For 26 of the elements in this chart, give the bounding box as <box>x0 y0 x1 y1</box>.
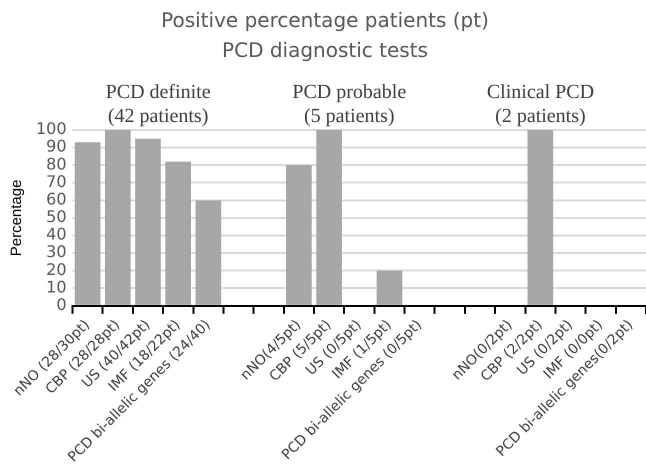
text: Clinical PCD (2 patients) <box>486 81 594 127</box>
bar <box>196 200 222 305</box>
chart-title: Positive percentage patients (pt) <box>161 8 489 32</box>
y-tick-label: 30 <box>46 242 67 262</box>
y-tick-label: 60 <box>46 189 67 208</box>
bar <box>165 162 192 305</box>
bar <box>135 138 161 305</box>
y-tick-label: 50 <box>46 207 67 226</box>
bar <box>316 130 342 305</box>
y-tick-label: 40 <box>46 224 67 244</box>
y-tick-label: 20 <box>46 260 67 279</box>
bar <box>104 130 131 305</box>
bar <box>74 142 100 305</box>
y-tick-label: 90 <box>46 136 67 156</box>
y-tick-label: 100 <box>36 119 67 138</box>
text: PCD definite (42 patients) <box>106 81 211 127</box>
chart-subtitle: PCD diagnostic tests <box>222 38 428 62</box>
bar <box>376 270 402 305</box>
y-tick-label: 0 <box>56 294 67 314</box>
bar <box>528 130 554 305</box>
y-tick-label: 80 <box>46 154 67 174</box>
y-tick-label: 10 <box>46 277 67 296</box>
y-tick-label: 70 <box>46 172 67 191</box>
y-axis-title: Percentage <box>8 180 26 256</box>
text: PCD probable (5 patients) <box>292 81 406 127</box>
bar <box>286 165 312 305</box>
